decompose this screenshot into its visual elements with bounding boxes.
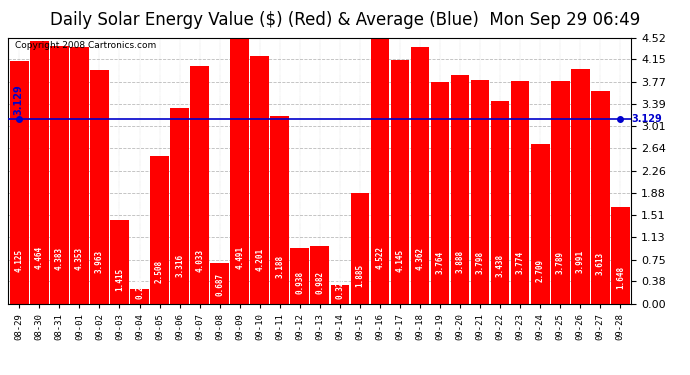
- Bar: [331, 285, 349, 304]
- Text: 1.415: 1.415: [115, 268, 124, 291]
- Bar: [210, 263, 229, 304]
- Text: Daily Solar Energy Value ($) (Red) & Average (Blue)  Mon Sep 29 06:49: Daily Solar Energy Value ($) (Red) & Ave…: [50, 11, 640, 29]
- Text: 3.764: 3.764: [435, 251, 444, 274]
- Text: 0.323: 0.323: [335, 275, 344, 298]
- Bar: [371, 38, 389, 304]
- Text: 4.201: 4.201: [255, 248, 264, 271]
- Text: 3.613: 3.613: [595, 252, 605, 275]
- Bar: [110, 220, 129, 304]
- Text: 3.129: 3.129: [13, 84, 23, 115]
- Text: 4.522: 4.522: [375, 246, 384, 269]
- Text: 3.188: 3.188: [275, 255, 284, 278]
- Bar: [551, 81, 569, 304]
- Text: 3.798: 3.798: [475, 251, 484, 274]
- Bar: [310, 246, 329, 304]
- Bar: [591, 91, 609, 304]
- Text: 4.033: 4.033: [195, 249, 204, 272]
- Text: 4.362: 4.362: [415, 247, 424, 270]
- Bar: [170, 108, 189, 304]
- Bar: [70, 47, 89, 304]
- Text: 3.438: 3.438: [495, 254, 504, 276]
- Bar: [411, 47, 429, 304]
- Text: 4.383: 4.383: [55, 247, 64, 270]
- Text: 4.125: 4.125: [14, 249, 23, 272]
- Bar: [270, 116, 289, 304]
- Bar: [531, 144, 549, 304]
- Text: 3.991: 3.991: [575, 249, 584, 273]
- Bar: [351, 193, 369, 304]
- Bar: [230, 39, 249, 304]
- Bar: [150, 156, 169, 304]
- Text: 3.789: 3.789: [555, 251, 564, 274]
- Text: 0.687: 0.687: [215, 273, 224, 296]
- Text: 3.774: 3.774: [515, 251, 524, 274]
- Text: Copyright 2008 Cartronics.com: Copyright 2008 Cartronics.com: [14, 42, 156, 51]
- Bar: [290, 249, 309, 304]
- Bar: [50, 46, 69, 304]
- Text: 1.885: 1.885: [355, 264, 364, 288]
- Bar: [431, 82, 449, 304]
- Text: 2.508: 2.508: [155, 260, 164, 283]
- Text: 3.129: 3.129: [631, 114, 662, 125]
- Bar: [611, 207, 630, 304]
- Text: 4.491: 4.491: [235, 246, 244, 269]
- Text: 3.963: 3.963: [95, 250, 104, 273]
- Bar: [10, 61, 28, 304]
- Bar: [391, 60, 409, 304]
- Bar: [190, 66, 209, 304]
- Bar: [90, 70, 109, 304]
- Text: 1.648: 1.648: [616, 266, 625, 289]
- Text: 0.938: 0.938: [295, 271, 304, 294]
- Text: 4.353: 4.353: [75, 247, 84, 270]
- Text: 0.248: 0.248: [135, 276, 144, 299]
- Bar: [250, 56, 269, 304]
- Bar: [491, 101, 509, 304]
- Bar: [130, 289, 149, 304]
- Bar: [511, 81, 529, 304]
- Text: 4.145: 4.145: [395, 248, 404, 272]
- Text: 3.316: 3.316: [175, 254, 184, 278]
- Text: 2.709: 2.709: [535, 258, 544, 282]
- Text: 4.464: 4.464: [34, 246, 44, 269]
- Bar: [30, 41, 49, 304]
- Bar: [571, 69, 589, 304]
- Bar: [471, 80, 489, 304]
- Text: 3.888: 3.888: [455, 250, 464, 273]
- Text: 0.982: 0.982: [315, 271, 324, 294]
- Bar: [451, 75, 469, 304]
